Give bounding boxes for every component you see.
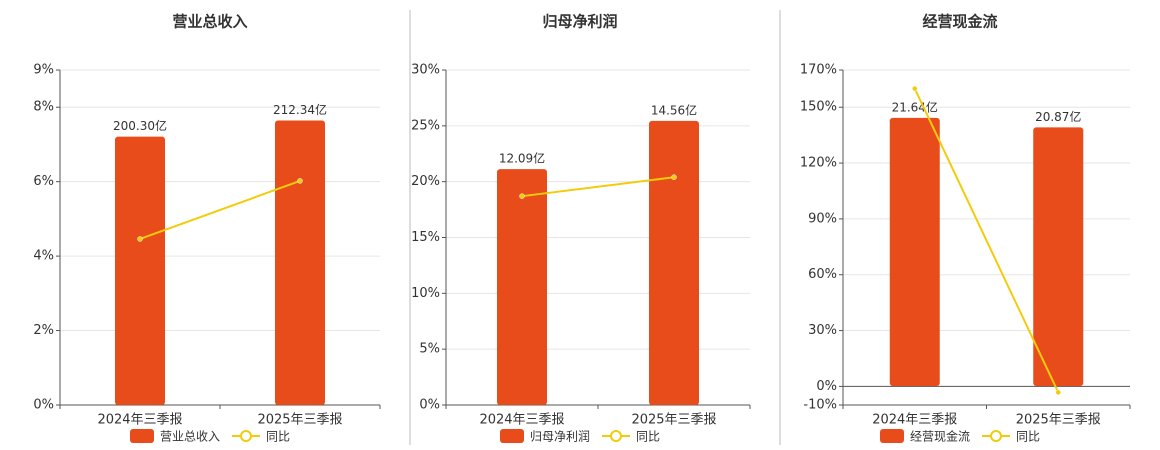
legend-label: 归母净利润 xyxy=(530,430,590,444)
bar xyxy=(275,120,325,405)
x-tick-label: 2025年三季报 xyxy=(257,413,342,428)
y-tick-label: 20% xyxy=(411,174,440,189)
x-tick-label: 2024年三季报 xyxy=(479,413,564,428)
line xyxy=(139,179,301,240)
bar xyxy=(649,120,699,405)
y-tick-label: 4% xyxy=(33,249,54,264)
legend-swatch xyxy=(500,429,524,443)
bar xyxy=(1033,127,1084,387)
line xyxy=(913,88,1060,393)
bar xyxy=(889,117,940,387)
legend-label: 同比 xyxy=(636,430,660,444)
y-tick-label: 90% xyxy=(808,211,837,226)
y-tick-label: 60% xyxy=(808,267,837,282)
line-point xyxy=(297,178,303,184)
legend-swatch xyxy=(880,429,904,443)
line-point xyxy=(912,85,918,92)
y-tick-label: 5% xyxy=(419,342,440,357)
y-tick-label: -10% xyxy=(803,398,837,413)
y-tick-label: 170% xyxy=(800,63,837,78)
bar-value-label: 12.09亿 xyxy=(499,151,545,166)
legend-marker xyxy=(990,430,1002,442)
bar xyxy=(497,169,547,405)
x-tick-label: 2024年三季报 xyxy=(97,413,182,428)
legend-swatch xyxy=(130,429,154,443)
line-point xyxy=(519,193,525,199)
y-tick-label: 30% xyxy=(411,63,440,78)
y-tick-label: 0% xyxy=(419,398,440,413)
y-tick-label: 0% xyxy=(33,398,54,413)
y-tick-label: 2% xyxy=(33,323,54,338)
line xyxy=(521,176,675,198)
bar-value-label: 14.56亿 xyxy=(651,102,697,117)
legend-label: 营业总收入 xyxy=(160,430,220,444)
line-point xyxy=(137,236,143,242)
y-tick-label: 10% xyxy=(411,286,440,301)
y-tick-label: 25% xyxy=(411,118,440,133)
legend-label: 经营现金流 xyxy=(910,429,970,444)
legend-marker xyxy=(610,430,622,442)
bar-value-label: 200.30亿 xyxy=(113,118,167,133)
line-point xyxy=(671,174,677,180)
bar-value-label: 21.64亿 xyxy=(892,99,938,114)
y-tick-label: 9% xyxy=(33,63,54,78)
y-tick-label: 15% xyxy=(411,230,440,245)
x-tick-label: 2025年三季报 xyxy=(1016,413,1101,428)
legend-label: 同比 xyxy=(266,430,290,444)
y-tick-label: 8% xyxy=(33,100,54,115)
bar xyxy=(115,136,165,405)
y-tick-label: 6% xyxy=(33,174,54,189)
chart-title: 营业总收入 xyxy=(172,13,247,31)
line-point xyxy=(1055,389,1061,396)
bar-value-label: 20.87亿 xyxy=(1035,109,1081,124)
y-tick-label: 0% xyxy=(816,379,837,394)
legend-label: 同比 xyxy=(1016,430,1040,444)
chart-title: 经营现金流 xyxy=(922,13,997,31)
y-tick-label: 120% xyxy=(800,156,837,171)
x-tick-label: 2024年三季报 xyxy=(872,413,957,428)
x-tick-label: 2025年三季报 xyxy=(631,413,716,428)
y-tick-label: 150% xyxy=(800,100,837,115)
y-tick-label: 30% xyxy=(808,323,837,338)
legend-marker xyxy=(240,430,252,442)
bar-value-label: 212.34亿 xyxy=(273,102,327,117)
chart-title: 归母净利润 xyxy=(542,13,617,31)
